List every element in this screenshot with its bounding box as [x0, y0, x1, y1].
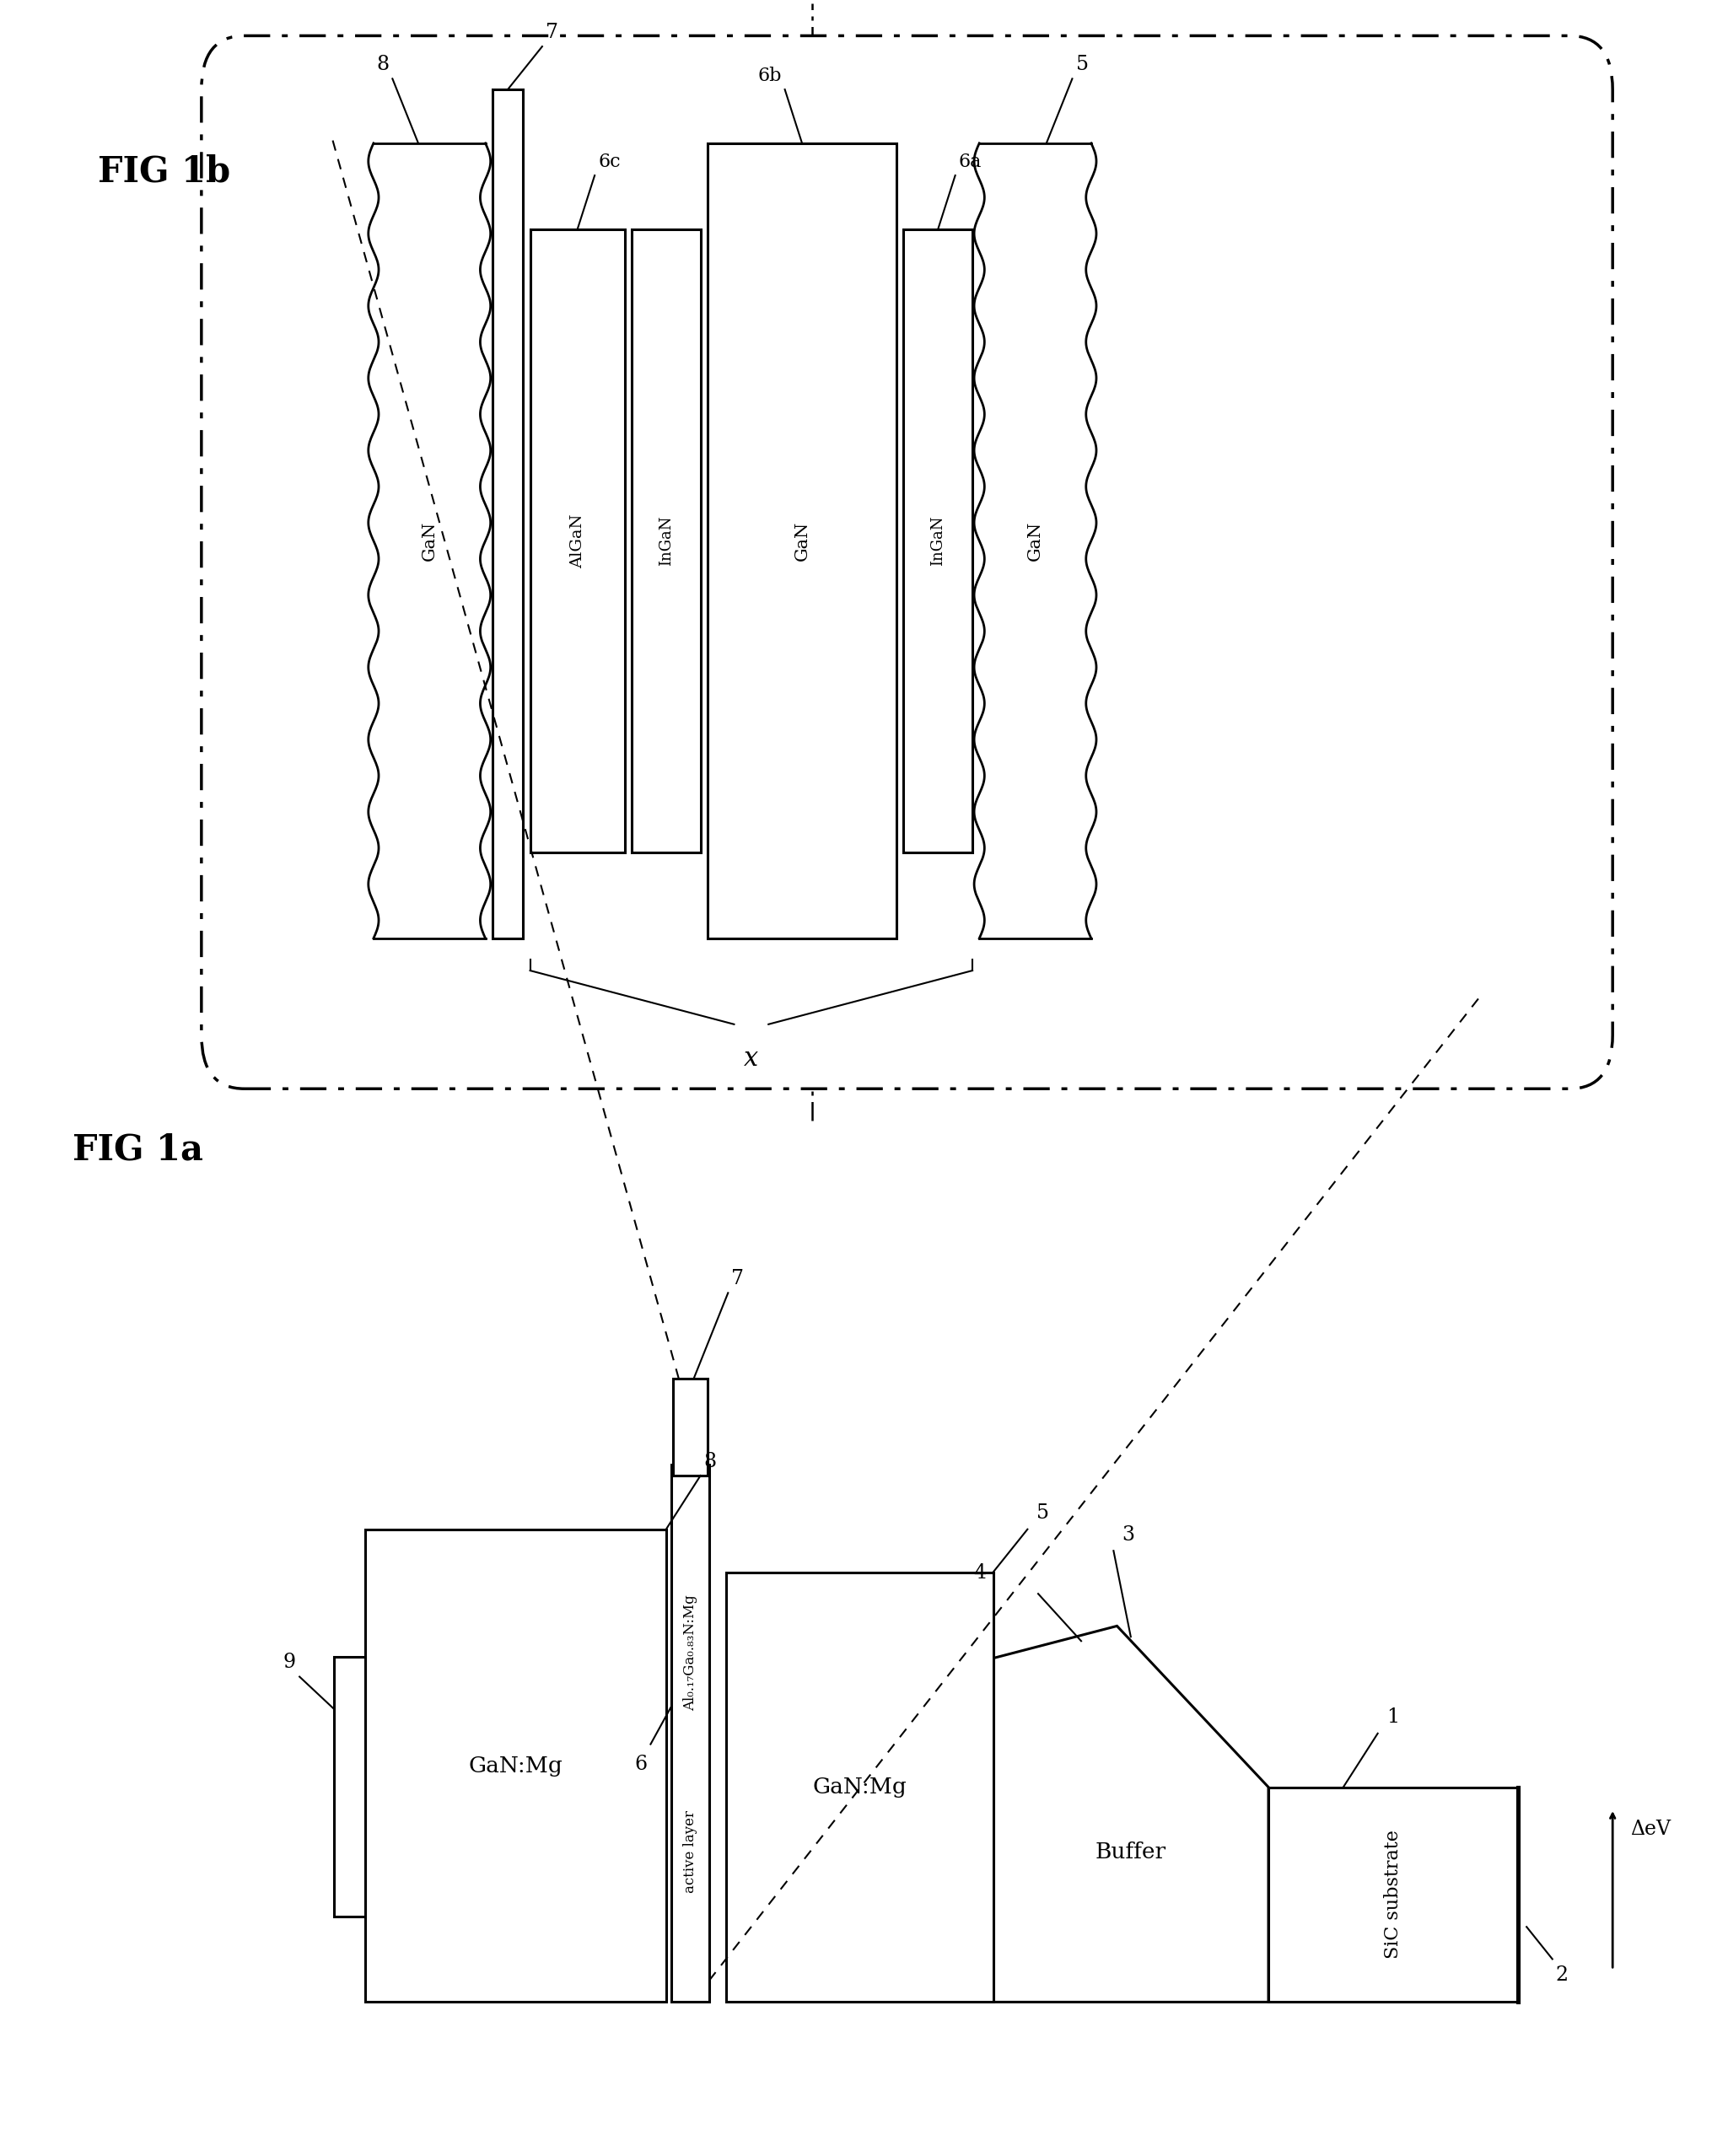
Text: GaN:Mg: GaN:Mg [468, 1755, 563, 1777]
Bar [670, 1464, 708, 2003]
Bar [904, 229, 973, 852]
Text: 5: 5 [1037, 1503, 1049, 1522]
Bar [672, 1380, 707, 1475]
Bar [632, 229, 700, 852]
Text: 4: 4 [975, 1563, 987, 1583]
Text: InGaN: InGaN [930, 515, 945, 565]
Text: GaN: GaN [422, 522, 437, 561]
FancyBboxPatch shape [202, 37, 1612, 1089]
Text: GaN:Mg: GaN:Mg [812, 1777, 907, 1798]
Text: 7: 7 [731, 1270, 745, 1289]
Bar [492, 88, 524, 938]
Bar [334, 1658, 365, 1917]
Text: Al₀.₁₇Ga₀.₈₃N:Mg: Al₀.₁₇Ga₀.₈₃N:Mg [683, 1595, 698, 1712]
Text: SiC substrate: SiC substrate [1384, 1830, 1403, 1960]
Bar [1268, 1787, 1517, 2003]
Text: GaN: GaN [1026, 522, 1044, 561]
Text: InGaN: InGaN [658, 515, 674, 565]
Text: 3: 3 [1121, 1524, 1135, 1544]
Text: AlGaN: AlGaN [570, 513, 586, 567]
Text: x: x [745, 1046, 759, 1072]
Text: ΔeV: ΔeV [1630, 1820, 1671, 1839]
Polygon shape [994, 1626, 1268, 2003]
Text: GaN: GaN [795, 522, 810, 561]
Bar [726, 1572, 994, 2003]
Bar [530, 229, 626, 852]
Text: active layer: active layer [683, 1811, 698, 1893]
Text: 1: 1 [1386, 1708, 1400, 1727]
Text: 8: 8 [377, 56, 389, 75]
Text: 6a: 6a [959, 153, 982, 170]
Text: 6c: 6c [598, 153, 620, 170]
Bar [707, 142, 897, 938]
Text: Buffer: Buffer [1096, 1841, 1166, 1863]
Text: 2: 2 [1555, 1966, 1569, 1986]
Text: 5: 5 [1075, 56, 1089, 75]
Text: 7: 7 [546, 24, 558, 43]
Text: 6b: 6b [757, 67, 781, 86]
Text: FIG 1b: FIG 1b [98, 153, 230, 190]
Text: 6: 6 [634, 1755, 648, 1774]
Text: 8: 8 [703, 1451, 717, 1470]
Bar [365, 1529, 665, 2003]
Text: 9: 9 [283, 1654, 295, 1673]
Text: FIG 1a: FIG 1a [73, 1132, 204, 1166]
